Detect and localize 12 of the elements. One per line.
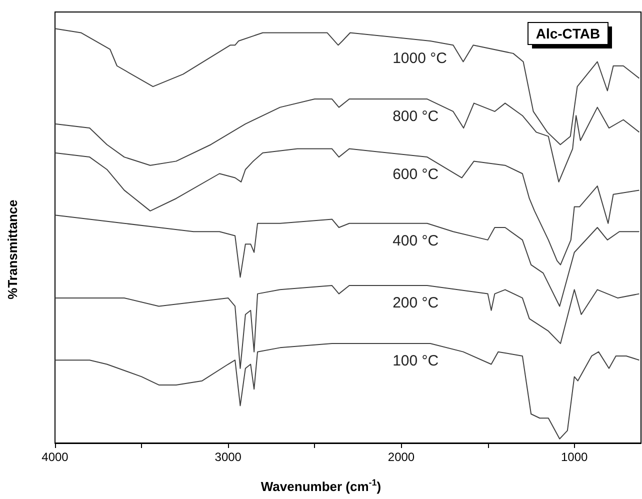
x-tick-label: 1000 <box>561 450 588 464</box>
series-label: 100 °C <box>392 352 439 370</box>
x-tick-label: 3000 <box>214 450 242 464</box>
y-axis-title: %Transmittance <box>5 200 20 300</box>
annotation: Alc-CTAB <box>536 26 600 42</box>
series-label: 600 °C <box>392 166 439 184</box>
series-label: 800 °C <box>392 108 439 126</box>
series-label: 1000 °C <box>392 50 448 68</box>
series-label: 200 °C <box>392 294 439 312</box>
series-label: 400 °C <box>392 232 439 250</box>
x-tick-label: 2000 <box>388 450 415 464</box>
x-tick-label: 4000 <box>42 450 69 464</box>
